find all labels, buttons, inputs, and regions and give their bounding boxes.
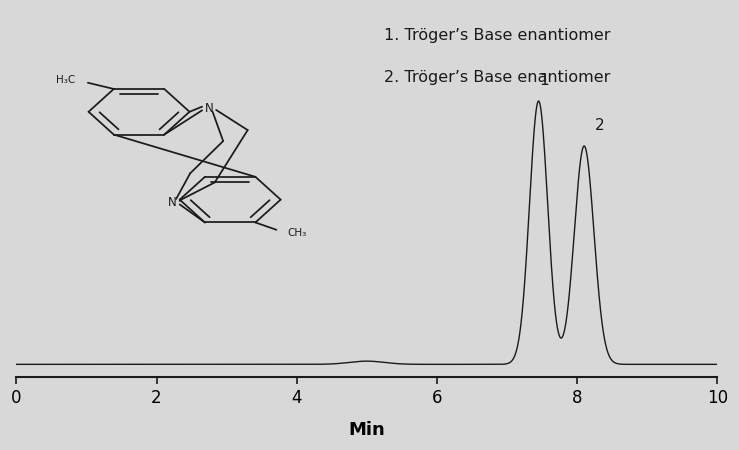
Text: H₃C: H₃C (56, 75, 75, 85)
Text: N: N (168, 196, 177, 209)
Text: 1. Tröger’s Base enantiomer: 1. Tröger’s Base enantiomer (384, 27, 611, 43)
Text: 1: 1 (539, 73, 549, 88)
X-axis label: Min: Min (349, 421, 385, 439)
Text: 2: 2 (595, 118, 605, 133)
Text: CH₃: CH₃ (287, 229, 306, 238)
Text: 2. Tröger’s Base enantiomer: 2. Tröger’s Base enantiomer (384, 70, 610, 85)
Text: N: N (205, 102, 214, 115)
